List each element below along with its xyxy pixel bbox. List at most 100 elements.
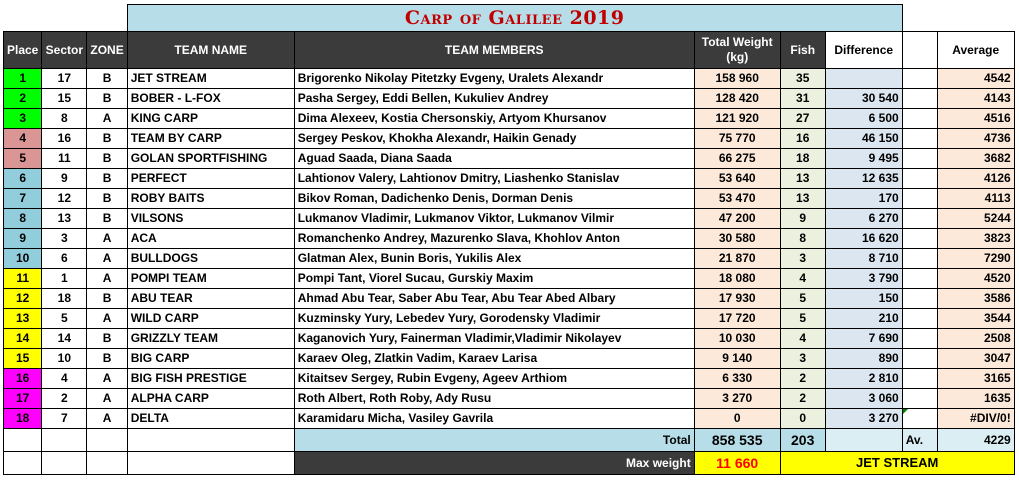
sector-cell[interactable]: 9 <box>41 168 88 189</box>
header-total-weight[interactable]: Total Weight (kg) <box>693 31 781 69</box>
fish-cell[interactable]: 9 <box>779 208 826 229</box>
zone-cell[interactable]: A <box>86 268 128 289</box>
weight-cell[interactable]: 3 270 <box>693 388 781 409</box>
average-cell[interactable]: 5244 <box>936 208 1015 229</box>
team-members-cell[interactable]: Roth Albert, Roth Roby, Ady Rusu <box>293 388 695 409</box>
weight-cell[interactable]: 30 580 <box>693 228 781 249</box>
weight-cell[interactable]: 66 275 <box>693 148 781 169</box>
fish-cell[interactable]: 27 <box>779 108 826 129</box>
place-cell[interactable]: 13 <box>2 308 43 329</box>
total-label[interactable]: Total <box>293 428 695 452</box>
fish-cell[interactable]: 13 <box>779 168 826 189</box>
difference-cell[interactable] <box>824 68 903 89</box>
header-zone[interactable]: ZONE <box>86 31 128 69</box>
zone-cell[interactable]: B <box>86 68 128 89</box>
header-blank[interactable] <box>901 31 938 69</box>
sector-cell[interactable]: 4 <box>41 368 88 389</box>
sector-cell[interactable]: 1 <box>41 268 88 289</box>
spacer-cell[interactable] <box>901 108 938 129</box>
weight-cell[interactable]: 0 <box>693 408 781 429</box>
team-name-cell[interactable]: GOLAN SPORTFISHING <box>126 148 295 169</box>
team-members-cell[interactable]: Lukmanov Vladimir, Lukmanov Viktor, Lukm… <box>293 208 695 229</box>
total-average-value[interactable]: 4229 <box>936 428 1015 452</box>
spacer-cell[interactable] <box>901 408 938 429</box>
weight-cell[interactable]: 17 930 <box>693 288 781 309</box>
sector-cell[interactable]: 10 <box>41 348 88 369</box>
sector-cell[interactable]: 5 <box>41 308 88 329</box>
blank-cell[interactable] <box>86 428 128 452</box>
place-cell[interactable]: 8 <box>2 208 43 229</box>
zone-cell[interactable]: B <box>86 348 128 369</box>
team-name-cell[interactable]: DELTA <box>126 408 295 429</box>
average-cell[interactable]: 4113 <box>936 188 1015 209</box>
place-cell[interactable]: 9 <box>2 228 43 249</box>
spacer-cell[interactable] <box>901 88 938 109</box>
blank-cell[interactable] <box>41 451 88 475</box>
fish-cell[interactable]: 16 <box>779 128 826 149</box>
average-cell[interactable]: 3047 <box>936 348 1015 369</box>
header-team-members[interactable]: TEAM MEMBERS <box>293 31 695 69</box>
team-name-cell[interactable]: ABU TEAR <box>126 288 295 309</box>
fish-cell[interactable]: 2 <box>779 388 826 409</box>
place-cell[interactable]: 15 <box>2 348 43 369</box>
sector-cell[interactable]: 13 <box>41 208 88 229</box>
header-place[interactable]: Place <box>2 31 43 69</box>
team-name-cell[interactable]: BOBER - L-FOX <box>126 88 295 109</box>
team-members-cell[interactable]: Romanchenko Andrey, Mazurenko Slava, Kho… <box>293 228 695 249</box>
spacer-cell[interactable] <box>901 148 938 169</box>
difference-cell[interactable]: 16 620 <box>824 228 903 249</box>
weight-cell[interactable]: 47 200 <box>693 208 781 229</box>
fish-cell[interactable]: 5 <box>779 288 826 309</box>
sector-cell[interactable]: 2 <box>41 388 88 409</box>
spacer-cell[interactable] <box>901 128 938 149</box>
team-name-cell[interactable]: GRIZZLY TEAM <box>126 328 295 349</box>
zone-cell[interactable]: B <box>86 148 128 169</box>
header-difference[interactable]: Difference <box>824 31 903 69</box>
difference-cell[interactable]: 170 <box>824 188 903 209</box>
blank-cell[interactable] <box>126 451 295 475</box>
fish-cell[interactable]: 2 <box>779 368 826 389</box>
max-weight-value[interactable]: 11 660 <box>693 451 781 475</box>
weight-cell[interactable]: 17 720 <box>693 308 781 329</box>
spacer-cell[interactable] <box>901 168 938 189</box>
sector-cell[interactable]: 17 <box>41 68 88 89</box>
average-cell[interactable]: 7290 <box>936 248 1015 269</box>
team-name-cell[interactable]: BIG FISH PRESTIGE <box>126 368 295 389</box>
spacer-cell[interactable] <box>901 268 938 289</box>
team-members-cell[interactable]: Pompi Tant, Viorel Sucau, Gurskiy Maxim <box>293 268 695 289</box>
sector-cell[interactable]: 15 <box>41 88 88 109</box>
fish-cell[interactable]: 35 <box>779 68 826 89</box>
average-cell[interactable]: 4126 <box>936 168 1015 189</box>
place-cell[interactable]: 7 <box>2 188 43 209</box>
team-name-cell[interactable]: PERFECT <box>126 168 295 189</box>
team-name-cell[interactable]: KING CARP <box>126 108 295 129</box>
weight-cell[interactable]: 18 080 <box>693 268 781 289</box>
blank-cell[interactable] <box>2 428 43 452</box>
team-name-cell[interactable]: WILD CARP <box>126 308 295 329</box>
average-cell[interactable]: 3682 <box>936 148 1015 169</box>
difference-cell[interactable]: 30 540 <box>824 88 903 109</box>
team-members-cell[interactable]: Dima Alexeev, Kostia Chersonskiy, Artyom… <box>293 108 695 129</box>
team-members-cell[interactable]: Aguad Saada, Diana Saada <box>293 148 695 169</box>
difference-cell[interactable]: 150 <box>824 288 903 309</box>
difference-cell[interactable]: 6 270 <box>824 208 903 229</box>
sector-cell[interactable]: 7 <box>41 408 88 429</box>
fish-cell[interactable]: 4 <box>779 328 826 349</box>
team-members-cell[interactable]: Kaganovich Yury, Fainerman Vladimir,Vlad… <box>293 328 695 349</box>
team-name-cell[interactable]: ACA <box>126 228 295 249</box>
average-cell[interactable]: 3165 <box>936 368 1015 389</box>
team-name-cell[interactable]: BULLDOGS <box>126 248 295 269</box>
spacer-cell[interactable] <box>901 188 938 209</box>
team-members-cell[interactable]: Ahmad Abu Tear, Saber Abu Tear, Abu Tear… <box>293 288 695 309</box>
weight-cell[interactable]: 53 470 <box>693 188 781 209</box>
header-average[interactable]: Average <box>936 31 1015 69</box>
average-cell[interactable]: 2508 <box>936 328 1015 349</box>
fish-cell[interactable]: 18 <box>779 148 826 169</box>
sector-cell[interactable]: 6 <box>41 248 88 269</box>
team-members-cell[interactable]: Pasha Sergey, Eddi Bellen, Kukuliev Andr… <box>293 88 695 109</box>
average-cell[interactable]: 3586 <box>936 288 1015 309</box>
difference-cell[interactable]: 890 <box>824 348 903 369</box>
average-cell[interactable]: 4736 <box>936 128 1015 149</box>
zone-cell[interactable]: A <box>86 228 128 249</box>
place-cell[interactable]: 16 <box>2 368 43 389</box>
